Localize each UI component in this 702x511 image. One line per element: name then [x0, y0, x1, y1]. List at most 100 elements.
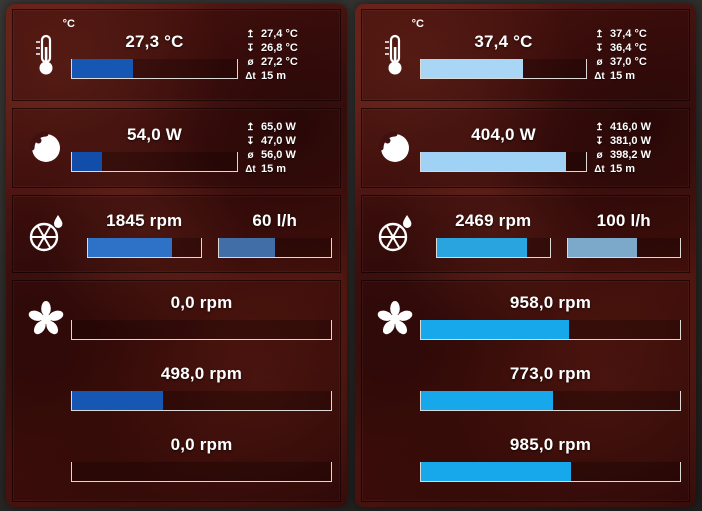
stat-delta-value: 15 m	[261, 163, 287, 175]
flow-rpm-value: 1845 rpm	[106, 210, 183, 230]
power-value: 54,0 W	[126, 124, 183, 144]
temperature-stats: ↥ 27,4 °C ↧ 26,8 °C ø 27,2 °C Δt 15 m	[238, 28, 332, 82]
fans-section: 0,0 rpm 498,0 rpm 0,0 rpm	[12, 280, 341, 502]
fan-3-row: 985,0 rpm	[420, 435, 681, 482]
stat-delta: Δt 15 m	[593, 163, 681, 175]
stat-avg-value: 37,0 °C	[610, 56, 647, 68]
power-section: 404,0 W ↥ 416,0 W ↧ 381,0 W ø 398,2 W Δt 15 …	[361, 108, 690, 188]
max-icon: ↥	[246, 121, 255, 133]
stat-max: ↥ 65,0 W	[244, 121, 332, 133]
temp-unit-label: °C	[411, 18, 424, 30]
power-bar	[71, 151, 238, 172]
fan-2-bar-fill	[421, 391, 554, 410]
flow-section: 1845 rpm 60 l/h	[12, 195, 341, 273]
power-knob-icon	[21, 115, 71, 181]
fan-3-row: 0,0 rpm	[71, 435, 332, 482]
flow-lph-bar	[217, 237, 332, 258]
fan-1-value: 958,0 rpm	[509, 293, 592, 312]
max-icon: ↥	[595, 121, 604, 133]
fan-2-row: 773,0 rpm	[420, 364, 681, 411]
power-main: 54,0 W	[71, 125, 238, 172]
fan-3-bar	[71, 462, 332, 482]
min-icon: ↧	[246, 135, 255, 147]
power-section: 54,0 W ↥ 65,0 W ↧ 47,0 W ø 56,0 W Δt 15 m	[12, 108, 341, 188]
fan-3-value: 985,0 rpm	[509, 435, 592, 454]
stat-min-value: 381,0 W	[610, 135, 651, 147]
stat-avg-value: 27,2 °C	[261, 56, 298, 68]
temperature-main: 37,4 °C	[420, 32, 587, 79]
temp-unit-label: °C	[62, 18, 75, 30]
fans-section: 958,0 rpm 773,0 rpm 985,0 rpm	[361, 280, 690, 502]
flow-meter-icon	[21, 202, 71, 266]
fans-list: 0,0 rpm 498,0 rpm 0,0 rpm	[71, 287, 332, 482]
temperature-bar-fill	[72, 58, 134, 78]
stat-max-value: 27,4 °C	[261, 28, 298, 40]
stat-delta-value: 15 m	[610, 70, 636, 82]
fan-2-value: 773,0 rpm	[509, 364, 592, 383]
fan-1-value: 0,0 rpm	[170, 293, 233, 312]
power-bar-fill	[72, 151, 102, 171]
flow-rpm-bar-fill	[437, 237, 527, 257]
fan-icon	[370, 287, 420, 339]
stat-min-value: 36,4 °C	[610, 42, 647, 54]
flow-lph-bar-fill	[567, 237, 638, 257]
monitor-panel-left: °C 27,3 °C ↥ 27,4 °C ↧ 26,8 °C ø 27,2 °C Δt…	[6, 4, 347, 507]
stat-avg: ø 37,0 °C	[593, 56, 681, 68]
power-bar	[420, 151, 587, 172]
flow-rpm-value: 2469 rpm	[455, 210, 532, 230]
stat-avg: ø 398,2 W	[593, 149, 681, 161]
power-stats: ↥ 416,0 W ↧ 381,0 W ø 398,2 W Δt 15 m	[587, 121, 681, 175]
temperature-bar	[420, 58, 587, 79]
average-icon: ø	[596, 149, 603, 161]
power-bar-fill	[421, 151, 567, 171]
flow-rpm-block: 1845 rpm	[87, 211, 202, 258]
power-stats: ↥ 65,0 W ↧ 47,0 W ø 56,0 W Δt 15 m	[238, 121, 332, 175]
stat-max: ↥ 37,4 °C	[593, 28, 681, 40]
stat-avg: ø 27,2 °C	[244, 56, 332, 68]
temperature-value: 37,4 °C	[474, 31, 533, 51]
average-icon: ø	[247, 56, 254, 68]
stat-delta: Δt 15 m	[593, 70, 681, 82]
stat-max: ↥ 27,4 °C	[244, 28, 332, 40]
fan-2-bar-fill	[72, 391, 163, 410]
fan-icon	[21, 287, 71, 339]
stat-min: ↧ 26,8 °C	[244, 42, 332, 54]
stat-min-value: 26,8 °C	[261, 42, 298, 54]
temperature-bar-fill	[421, 58, 524, 78]
fan-2-row: 498,0 rpm	[71, 364, 332, 411]
stat-delta-value: 15 m	[261, 70, 287, 82]
temperature-bar	[71, 58, 238, 79]
fan-1-row: 958,0 rpm	[420, 293, 681, 340]
power-knob-icon	[370, 115, 420, 181]
flow-lph-bar-fill	[218, 237, 275, 257]
fan-3-bar	[420, 462, 681, 482]
stat-delta: Δt 15 m	[244, 163, 332, 175]
fan-1-row: 0,0 rpm	[71, 293, 332, 340]
temperature-section: °C 37,4 °C ↥ 37,4 °C ↧ 36,4 °C ø 37,0 °C Δt…	[361, 9, 690, 101]
fan-2-bar	[71, 391, 332, 411]
min-icon: ↧	[595, 42, 604, 54]
stat-min: ↧ 36,4 °C	[593, 42, 681, 54]
flow-lph-block: 60 l/h	[217, 211, 332, 258]
flow-rpm-bar	[436, 237, 551, 258]
fan-3-bar-fill	[421, 462, 572, 481]
power-value: 404,0 W	[471, 124, 536, 144]
flow-lph-bar	[566, 237, 681, 258]
fans-list: 958,0 rpm 773,0 rpm 985,0 rpm	[420, 287, 681, 482]
stat-avg: ø 56,0 W	[244, 149, 332, 161]
stat-max: ↥ 416,0 W	[593, 121, 681, 133]
fan-1-bar-fill	[421, 320, 569, 339]
fan-2-value: 498,0 rpm	[160, 364, 243, 383]
average-icon: ø	[596, 56, 603, 68]
average-icon: ø	[247, 149, 254, 161]
thermometer-icon: °C	[21, 16, 75, 94]
flow-rpm-bar-fill	[88, 237, 173, 257]
delta-time-icon: Δt	[594, 163, 605, 175]
power-main: 404,0 W	[420, 125, 587, 172]
monitor-panel-right: °C 37,4 °C ↥ 37,4 °C ↧ 36,4 °C ø 37,0 °C Δt…	[355, 4, 696, 507]
fan-2-bar	[420, 391, 681, 411]
temperature-value: 27,3 °C	[125, 31, 184, 51]
thermometer-icon: °C	[370, 16, 424, 94]
max-icon: ↥	[246, 28, 255, 40]
fan-3-value: 0,0 rpm	[170, 435, 233, 454]
